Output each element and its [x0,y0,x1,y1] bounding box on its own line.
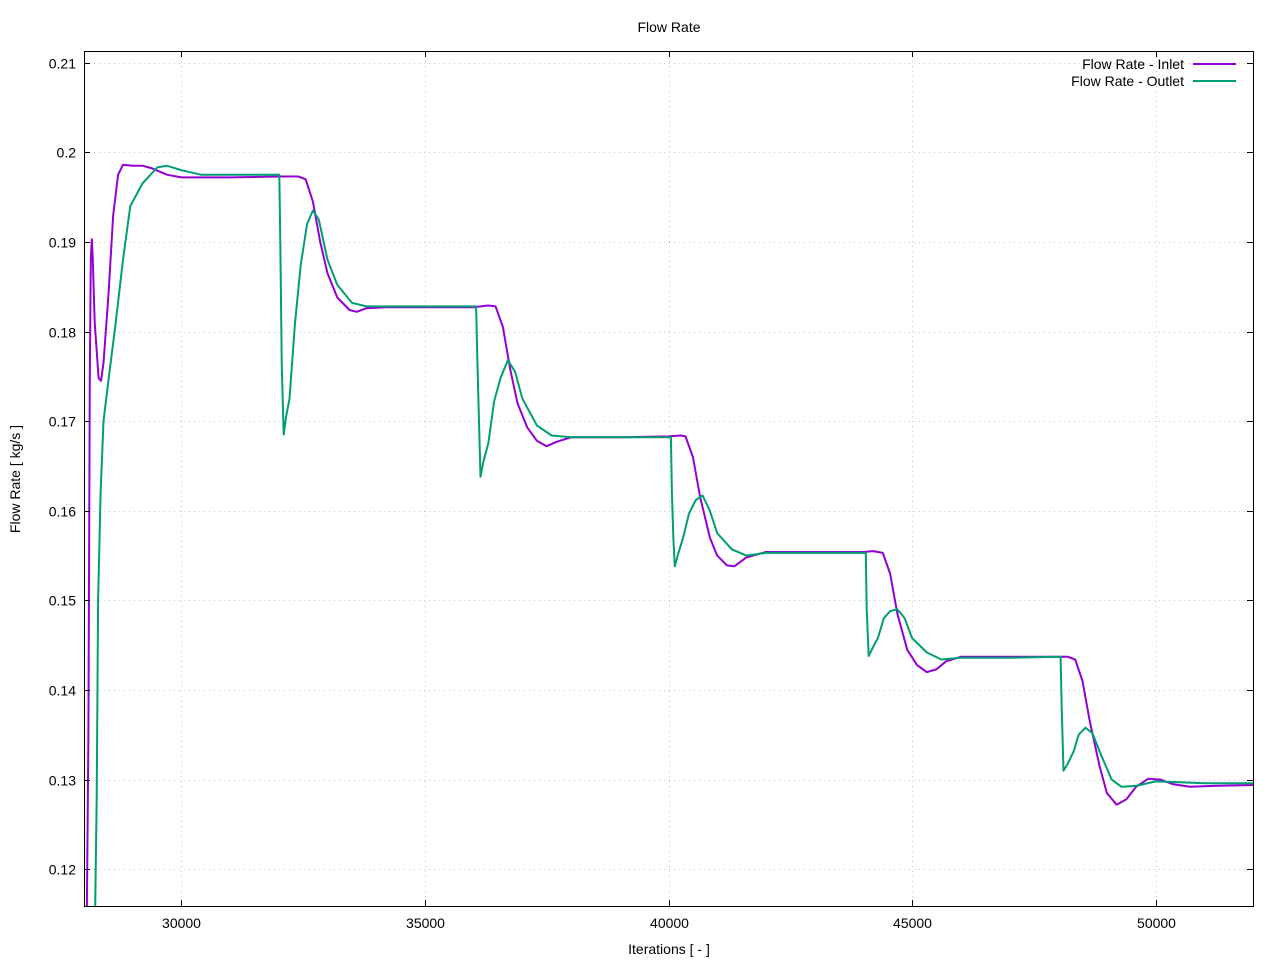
series-line-outlet [94,164,1253,906]
y-tick-label: 0.15 [49,593,76,609]
legend-label: Flow Rate - Outlet [1071,73,1184,89]
axis-ticks: 30000 35000 40000 45000 50000 0.12 0.13 0.14 0.1… [49,51,1253,931]
y-tick-label: 0.21 [49,56,76,72]
y-tick-label: 0.18 [49,325,76,341]
y-tick-label: 0.17 [49,414,76,430]
series-layer [85,163,1253,906]
x-tick-label: 50000 [1137,915,1176,931]
x-tick-label: 45000 [893,915,932,931]
y-tick-label: 0.14 [49,683,76,699]
y-tick-label: 0.19 [49,235,76,251]
series-group [85,163,1253,906]
x-tick-label: 35000 [406,915,445,931]
y-tick-label: 0.13 [49,773,76,789]
x-axis-label: Iterations [ - ] [628,941,710,957]
x-tick-label: 30000 [162,915,201,931]
y-axis-label: Flow Rate [ kg/s ] [7,425,23,533]
y-tick-label: 0.16 [49,504,76,520]
y-tick-label: 0.12 [49,862,76,878]
y-tick-label: 0.2 [57,145,77,161]
chart-title: Flow Rate [637,19,700,35]
legend-label: Flow Rate - Inlet [1082,56,1184,72]
x-tick-label: 40000 [650,915,689,931]
